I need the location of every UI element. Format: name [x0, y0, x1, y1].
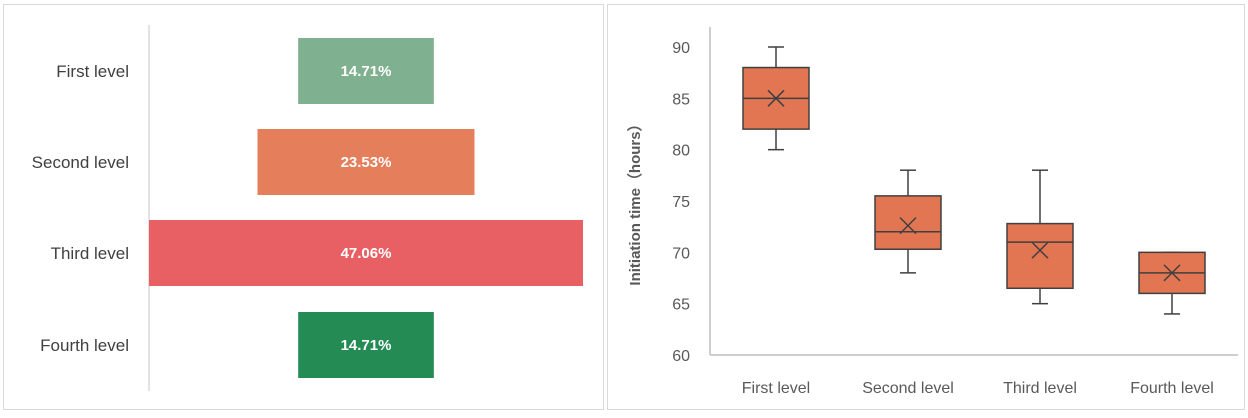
- box-plot-panel: 60 65 70 75 80 85 90 Initiation time（hours） Firs…: [607, 4, 1245, 410]
- bar-value-label: 47.06%: [341, 245, 392, 262]
- bar-2: [257, 129, 475, 195]
- category-label: Second level: [32, 153, 129, 172]
- mean-marker-stroke-b: [1031, 241, 1049, 259]
- box-plot-chart: 60 65 70 75 80 85 90 Initiation time（hours） Firs…: [626, 27, 1238, 397]
- y-tick-label: 80: [672, 143, 690, 160]
- mean-marker-stroke-b: [767, 89, 785, 107]
- bar-value-label: 23.53%: [341, 154, 392, 171]
- box-iqr: [1006, 222, 1074, 290]
- bar-4: [298, 312, 434, 378]
- y-tick-label: 85: [672, 91, 690, 108]
- box-iqr: [874, 195, 942, 251]
- bar-3: [149, 220, 583, 286]
- x-category-label: Fourth level: [1130, 380, 1214, 397]
- y-axis-title: Initiation time（hours）: [626, 116, 644, 285]
- x-category-label: Second level: [862, 380, 954, 397]
- bar-value-label: 14.71%: [341, 63, 392, 80]
- funnel-chart-panel: 14.71% First level 23.53% Second level 47.06…: [3, 4, 604, 410]
- y-tick-label: 70: [672, 245, 690, 262]
- y-tick-label: 90: [672, 40, 690, 57]
- y-tick-label: 75: [672, 194, 690, 211]
- category-label: Fourth level: [40, 336, 129, 355]
- category-label: Third level: [51, 244, 129, 263]
- x-category-label: First level: [742, 380, 810, 397]
- bar-1: [298, 38, 434, 104]
- bar-value-label: 14.71%: [341, 337, 392, 354]
- y-tick-label: 65: [672, 297, 690, 314]
- y-tick-label: 60: [672, 348, 690, 365]
- x-category-label: Third level: [1003, 380, 1077, 397]
- mean-marker-stroke-b: [899, 217, 917, 235]
- mean-marker-stroke-b: [1163, 264, 1181, 282]
- category-label: First level: [56, 62, 129, 81]
- funnel-chart: 14.71% First level 23.53% Second level 47.06…: [32, 25, 583, 391]
